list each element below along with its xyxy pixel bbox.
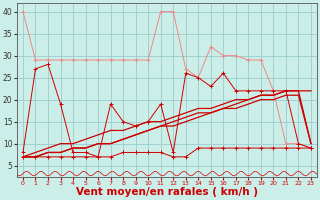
X-axis label: Vent moyen/en rafales ( km/h ): Vent moyen/en rafales ( km/h ) (76, 187, 258, 197)
